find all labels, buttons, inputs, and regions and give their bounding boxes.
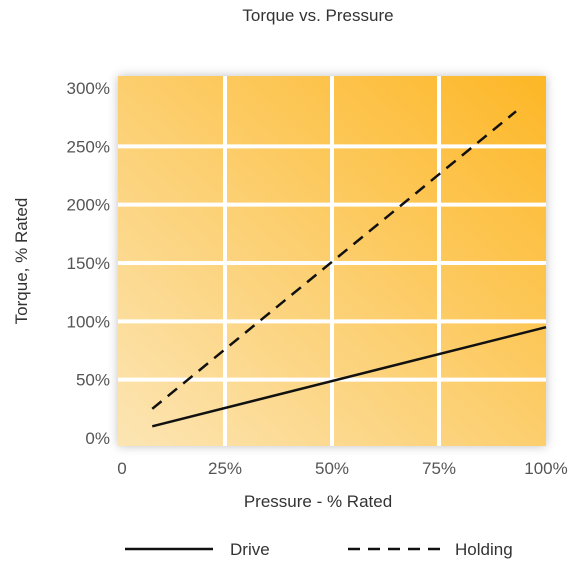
x-tick-label: 100%: [524, 459, 567, 478]
y-tick-labels: 0% 50% 100% 150% 200% 250% 300%: [67, 79, 110, 448]
x-tick-label: 25%: [208, 459, 242, 478]
y-tick-label: 100%: [67, 312, 110, 331]
legend-label-holding: Holding: [455, 540, 513, 559]
y-tick-label: 150%: [67, 254, 110, 273]
series-lines: [151, 110, 547, 428]
x-tick-labels: 0 25% 50% 75% 100%: [117, 459, 567, 478]
x-tick-label: 0: [117, 459, 126, 478]
y-tick-label: 0%: [85, 429, 110, 448]
x-tick-label: 50%: [315, 459, 349, 478]
y-tick-label: 200%: [67, 196, 110, 215]
y-tick-label: 50%: [76, 371, 110, 390]
legend-label-drive: Drive: [230, 540, 270, 559]
y-tick-label: 300%: [67, 79, 110, 98]
x-tick-label: 75%: [422, 459, 456, 478]
series-line-drive: [151, 325, 547, 428]
y-tick-label: 250%: [67, 137, 110, 156]
y-axis-label: Torque, % Rated: [12, 198, 31, 325]
chart-title: Torque vs. Pressure: [242, 6, 393, 25]
series-line-holding: [151, 110, 517, 410]
x-axis-label: Pressure - % Rated: [244, 492, 392, 511]
legend: Drive Holding: [125, 540, 513, 559]
